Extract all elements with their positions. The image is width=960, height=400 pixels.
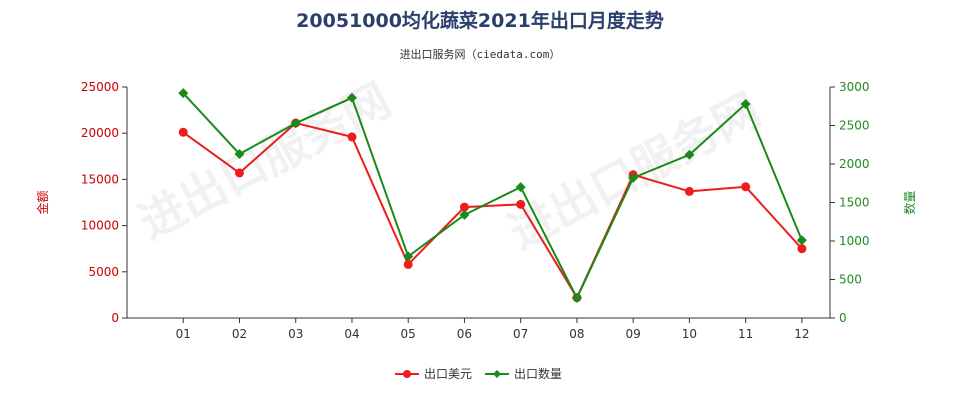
x-axis-tick-label: 05	[401, 327, 416, 341]
data-point	[459, 202, 469, 212]
data-point	[516, 199, 526, 209]
data-point	[628, 172, 639, 183]
data-point	[290, 118, 301, 129]
right-axis-tick-label: 2500	[839, 119, 870, 133]
x-axis-tick-label: 06	[457, 327, 472, 341]
data-point	[684, 149, 695, 160]
data-point	[403, 251, 414, 262]
series-line-1	[182, 121, 803, 300]
data-point	[347, 132, 357, 142]
left-axis-tick-label: 5000	[88, 265, 119, 279]
x-axis-tick-label: 07	[513, 327, 528, 341]
data-point	[234, 168, 244, 178]
right-axis-tick-label: 0	[839, 311, 847, 325]
legend-label: 出口美元	[424, 367, 472, 381]
data-point	[515, 182, 526, 193]
series-line-2	[182, 92, 803, 301]
x-axis-tick-label: 09	[626, 327, 641, 341]
legend-marker	[403, 370, 411, 378]
x-axis-tick-label: 11	[738, 327, 753, 341]
watermark-layer: 进出口服务网 进出口服务网	[130, 72, 769, 259]
axes: 0 5000 10000 15000 20000 25000 金额 0 500 1000 1500 2…	[35, 80, 917, 341]
chart-subtitle: 进出口服务网（ciedata.com）	[400, 47, 561, 61]
x-axis-tick-label: 08	[569, 327, 584, 341]
right-axis-tick-label: 1000	[839, 234, 870, 248]
data-point	[741, 182, 751, 192]
left-axis-label: 金额	[35, 190, 50, 214]
data-point	[459, 209, 470, 220]
data-point	[178, 88, 189, 99]
data-point	[234, 148, 245, 159]
left-axis-tick-label: 0	[111, 311, 119, 325]
left-axis-tick-label: 25000	[81, 80, 119, 94]
legend-marker	[493, 370, 501, 378]
x-axis-tick-label: 02	[232, 327, 247, 341]
data-point	[403, 259, 413, 269]
data-point	[346, 92, 357, 103]
data-point	[178, 127, 188, 137]
data-point	[571, 292, 582, 303]
right-axis-tick-label: 500	[839, 273, 862, 287]
left-axis-tick-label: 10000	[81, 219, 119, 233]
right-axis-tick-label: 2000	[839, 157, 870, 171]
x-axis-tick-label: 01	[176, 327, 191, 341]
chart-title: 20051000均化蔬菜2021年出口月度走势	[296, 9, 664, 32]
series-layer	[178, 88, 807, 303]
data-point	[740, 98, 751, 109]
legend: 出口美元 出口数量	[395, 366, 562, 381]
x-axis-tick-label: 04	[344, 327, 359, 341]
x-axis-tick-label: 12	[794, 327, 809, 341]
left-axis-tick-label: 15000	[81, 172, 119, 186]
x-axis-tick-label: 03	[288, 327, 303, 341]
data-point	[796, 235, 807, 246]
left-axis-tick-label: 20000	[81, 126, 119, 140]
legend-label: 出口数量	[514, 366, 562, 381]
data-point	[684, 186, 694, 196]
right-axis-tick-label: 1500	[839, 196, 870, 210]
watermark-text: 进出口服务网	[130, 72, 399, 249]
data-point	[797, 244, 807, 254]
right-axis-label: 数量	[902, 190, 917, 214]
x-axis-tick-label: 10	[682, 327, 697, 341]
right-axis-tick-label: 3000	[839, 80, 870, 94]
